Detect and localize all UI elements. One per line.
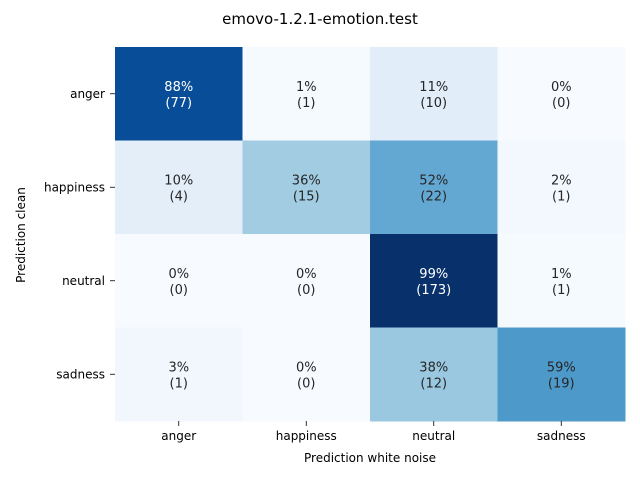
heatmap-cell	[370, 47, 498, 141]
y-tick-label: anger	[70, 87, 105, 101]
heatmap-cell	[497, 47, 626, 141]
y-axis-label: Prediction clean	[14, 187, 28, 283]
heatmap-cell	[242, 140, 371, 235]
heatmap-cell	[497, 140, 626, 235]
heatmap-cell	[497, 327, 626, 422]
heatmap-cell	[242, 234, 371, 328]
y-tick-label: sadness	[56, 367, 105, 381]
cell-label: 99% (173)	[416, 267, 451, 298]
heatmap-cell	[370, 140, 498, 235]
cell-label: 10% (4)	[164, 173, 193, 204]
heatmap-cells: 88% (77) 1% (1) 11% (10) 0% (0) 10% (4) 36% (15) 52%…	[115, 47, 626, 422]
y-axis-ticks: anger happiness neutral sadness	[44, 87, 115, 381]
x-axis-ticks: anger happiness neutral sadness	[161, 421, 586, 443]
cell-label: 38% (12)	[419, 360, 448, 391]
cell-label: 1% (1)	[551, 267, 572, 298]
x-tick-label: anger	[161, 429, 196, 443]
cell-label: 0% (0)	[168, 267, 189, 298]
heatmap-cell	[115, 140, 243, 235]
heatmap-cell	[370, 234, 498, 328]
cell-label: 1% (1)	[296, 80, 317, 111]
x-axis-label: Prediction white noise	[304, 451, 436, 465]
heatmap-cell	[370, 327, 498, 422]
cell-label: 59% (19)	[547, 360, 576, 391]
chart-title: emovo-1.2.1-emotion.test	[222, 10, 418, 28]
cell-label: 3% (1)	[168, 360, 189, 391]
heatmap-cell	[115, 234, 243, 328]
cell-label: 11% (10)	[419, 80, 448, 111]
heatmap-cell	[242, 47, 371, 141]
heatmap-cell	[497, 234, 626, 328]
heatmap-cell	[115, 327, 243, 422]
x-tick-label: sadness	[537, 429, 586, 443]
cell-label: 2% (1)	[551, 173, 572, 204]
cell-label: 0% (0)	[296, 360, 317, 391]
y-tick-label: happiness	[44, 180, 105, 194]
x-tick-label: neutral	[412, 429, 455, 443]
heatmap-cell	[242, 327, 371, 422]
x-tick-label: happiness	[276, 429, 337, 443]
cell-label: 0% (0)	[551, 80, 572, 111]
cell-label: 36% (15)	[292, 173, 321, 204]
y-tick-label: neutral	[62, 274, 105, 288]
cell-label: 0% (0)	[296, 267, 317, 298]
cell-label: 52% (22)	[419, 173, 448, 204]
cell-label: 88% (77)	[164, 80, 193, 111]
heatmap-cell	[115, 47, 243, 141]
